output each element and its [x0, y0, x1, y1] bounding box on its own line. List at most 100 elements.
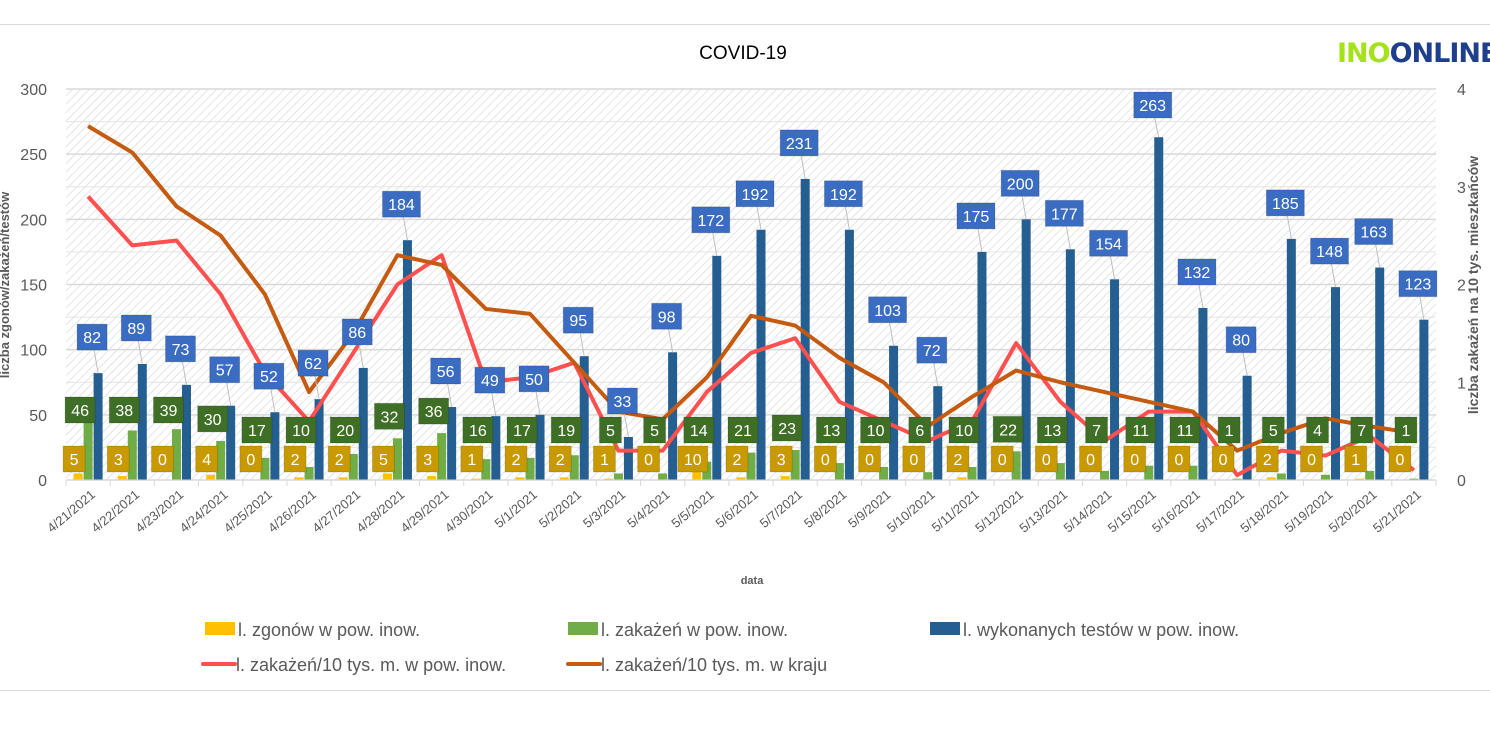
infections-data-label-box — [329, 416, 361, 444]
leader-line — [491, 393, 497, 417]
infections-data-label-text: 46 — [71, 403, 89, 420]
x-tick-label: 5/11/2021 — [929, 487, 982, 535]
bar-2 — [623, 436, 633, 480]
infections-data-label-box — [1169, 416, 1201, 444]
tests-data-label: 98 — [651, 302, 683, 330]
infections-data-label-text: 30 — [204, 412, 222, 429]
bar-0 — [382, 473, 392, 480]
bar-1 — [260, 457, 270, 480]
deaths-data-label-box — [62, 445, 86, 473]
bar-0 — [73, 473, 83, 480]
bar-2 — [933, 386, 943, 480]
infections-data-label: 21 — [727, 416, 759, 444]
bar-2 — [712, 255, 722, 480]
bar-1 — [1144, 465, 1154, 480]
y-axis-title: liczba zgonów/zakażeń/testów — [0, 191, 12, 378]
leader-line — [756, 206, 762, 230]
infections-data-label-box — [152, 396, 184, 424]
bar-2 — [314, 399, 324, 480]
bar-2 — [402, 240, 412, 480]
legend-label: l. zgonów w pow. inow. — [238, 620, 420, 640]
bar-2 — [668, 352, 678, 480]
deaths-data-label-text: 0 — [1395, 452, 1404, 469]
infections-data-label: 19 — [550, 416, 582, 444]
bar-2 — [579, 356, 589, 480]
deaths-data-label-text: 0 — [821, 452, 830, 469]
infections-data-label-text: 10 — [867, 423, 885, 440]
infections-data-label-text: 17 — [248, 423, 266, 440]
infections-data-label: 30 — [197, 405, 229, 433]
tests-data-label: 95 — [562, 306, 594, 334]
deaths-data-label: 0 — [637, 445, 661, 473]
bar-1 — [879, 466, 889, 480]
deaths-data-label-text: 10 — [684, 452, 702, 469]
infections-data-label-box — [506, 416, 538, 444]
y-tick-label: 50 — [29, 408, 47, 425]
tests-data-label-text: 184 — [388, 197, 415, 214]
x-tick-label: 4/21/2021 — [44, 487, 98, 536]
bar-0 — [736, 477, 746, 480]
deaths-data-label: 0 — [1079, 445, 1103, 473]
infections-data-label: 23 — [771, 414, 803, 442]
tests-data-label-text: 154 — [1095, 236, 1122, 253]
tests-data-label: 52 — [253, 362, 285, 390]
tests-data-label: 192 — [735, 180, 775, 208]
deaths-data-label-text: 0 — [865, 452, 874, 469]
deaths-data-label: 1 — [1344, 445, 1368, 473]
leader-line — [889, 322, 895, 346]
tests-data-label-text: 73 — [172, 342, 190, 359]
deaths-data-label: 2 — [946, 445, 970, 473]
deaths-data-label-text: 1 — [600, 452, 609, 469]
bar-1 — [1276, 473, 1286, 480]
tests-data-label-text: 50 — [525, 372, 543, 389]
deaths-data-label-text: 0 — [1219, 452, 1228, 469]
deaths-data-label: 2 — [548, 445, 572, 473]
bar-0 — [427, 476, 437, 480]
legend-item: l. zakażeń/10 tys. m. w kraju — [566, 655, 827, 675]
infections-data-label-text: 7 — [1357, 423, 1366, 440]
tests-data-label-text: 192 — [830, 187, 857, 204]
bar-1 — [216, 440, 226, 480]
infections-data-label-box — [1125, 416, 1157, 444]
tests-data-label: 175 — [956, 202, 996, 230]
infections-data-label-box — [908, 416, 932, 444]
deaths-data-label-box — [902, 445, 926, 473]
bar-2 — [1198, 307, 1208, 480]
deaths-data-label-box — [371, 445, 395, 473]
deaths-data-label-box — [946, 445, 970, 473]
infections-data-label-text: 6 — [915, 423, 924, 440]
deaths-data-label-text: 2 — [1263, 452, 1272, 469]
tests-data-label-box — [1089, 229, 1129, 257]
logo-part2: ONLINE — [1389, 38, 1490, 69]
infections-data-label: 38 — [108, 396, 140, 424]
legend-item: l. wykonanych testów w pow. inow. — [930, 620, 1239, 640]
deaths-data-label-text: 0 — [1307, 452, 1316, 469]
bar-2 — [844, 229, 854, 480]
tests-data-label: 80 — [1225, 326, 1257, 354]
tests-data-label-text: 163 — [1360, 225, 1387, 242]
bar-0 — [515, 477, 525, 480]
deaths-data-label-box — [327, 445, 351, 473]
deaths-data-label: 5 — [62, 445, 86, 473]
deaths-data-label: 0 — [902, 445, 926, 473]
y-tick-label: 200 — [20, 212, 47, 229]
infections-data-label-text: 38 — [115, 403, 133, 420]
infections-data-label: 46 — [64, 396, 96, 424]
x-tick-label: 5/2/2021 — [536, 487, 584, 531]
infections-data-label-text: 17 — [513, 423, 531, 440]
deaths-data-label-box — [592, 445, 616, 473]
infections-data-label: 17 — [241, 416, 273, 444]
legend-swatch — [568, 622, 598, 635]
tests-data-label-box — [562, 306, 594, 334]
y-tick-label: 0 — [38, 473, 47, 490]
bar-2 — [93, 373, 103, 480]
bar-2 — [1242, 375, 1252, 480]
deaths-data-label-text: 1 — [467, 452, 476, 469]
infections-data-label: 13 — [815, 416, 847, 444]
infections-data-label-text: 1 — [1225, 423, 1234, 440]
x-tick-label: 5/16/2021 — [1149, 487, 1203, 536]
tests-data-label-box — [120, 314, 152, 342]
leader-line — [1065, 226, 1071, 250]
legend-label: l. wykonanych testów w pow. inow. — [963, 620, 1239, 640]
infections-data-label: 39 — [152, 396, 184, 424]
